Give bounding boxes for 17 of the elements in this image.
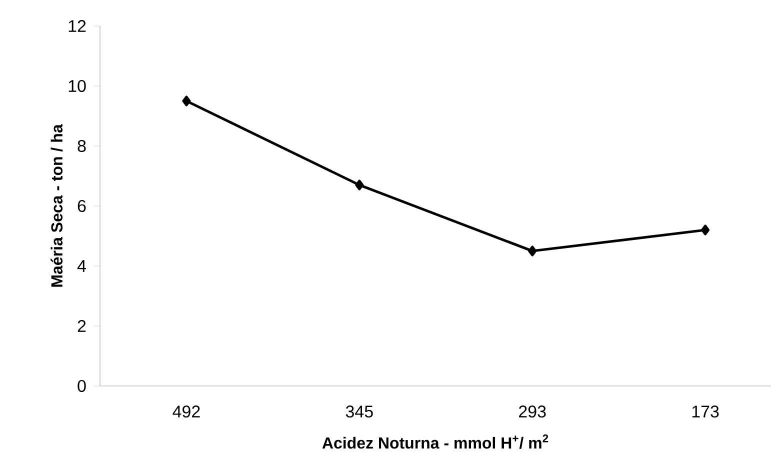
point [355,180,364,190]
y-tick-label: 6 [78,200,86,212]
y-tick-label: 10 [68,80,86,92]
y-tick-label: 12 [68,20,86,32]
y-tick-label: 4 [77,260,86,272]
y-tick-label: 8 [78,140,86,152]
point [700,224,710,236]
y-axis-title: Maéria Seca - ton / ha [50,124,63,287]
point [182,96,191,106]
x-tick-label: 293 [519,406,546,418]
point [528,246,537,256]
x-axis-title: Acidez Noturna - mmol H$^{+}$/ m$^{2}$ [322,434,548,449]
y-tick-label: 2 [78,320,86,332]
x-tick-label: 173 [692,406,719,418]
y-tick-label: 0 [78,380,86,392]
x-tick-label: 345 [346,406,373,418]
x-tick-label: 492 [172,406,200,418]
